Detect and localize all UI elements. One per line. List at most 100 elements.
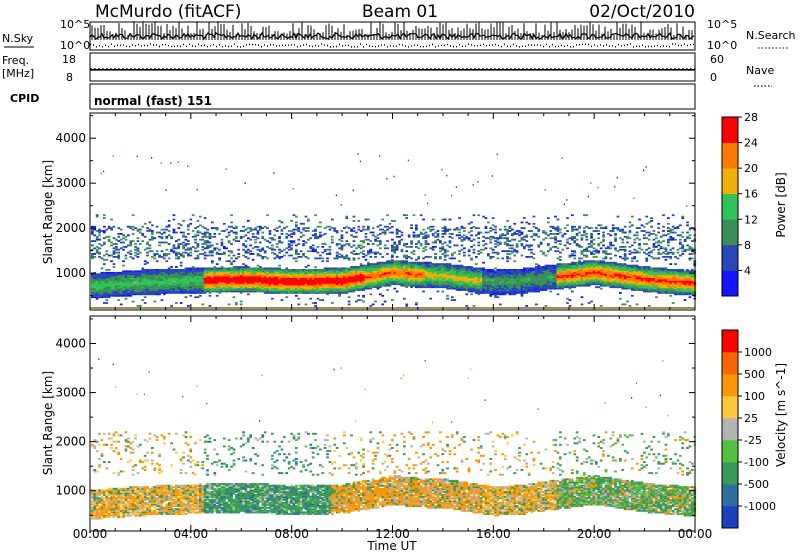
power-cell	[441, 276, 445, 278]
power-cell	[431, 269, 435, 271]
power-cell	[251, 270, 255, 273]
power-cell	[518, 231, 521, 234]
power-cell	[247, 227, 250, 229]
power-cell	[369, 267, 373, 270]
power-cell	[290, 247, 293, 250]
power-cell	[175, 231, 178, 234]
power-cell	[273, 292, 277, 294]
power-cell	[487, 281, 490, 284]
power-cell	[374, 273, 377, 276]
power-cell	[489, 257, 493, 260]
power-cell	[213, 287, 217, 290]
power-cell	[364, 228, 368, 231]
power-cell	[513, 231, 517, 234]
power-cell	[319, 225, 322, 228]
power-cell	[211, 235, 214, 238]
power-cell	[484, 243, 488, 245]
power-cell	[429, 225, 433, 228]
power-cell	[259, 287, 262, 290]
power-cell	[273, 270, 277, 273]
power-speckle	[225, 168, 227, 170]
power-cell	[429, 276, 433, 278]
power-cell	[259, 277, 262, 280]
power-cell	[424, 266, 428, 268]
power-cell	[143, 274, 147, 277]
power-cell	[501, 280, 505, 283]
power-cell	[443, 274, 447, 277]
power-cell	[278, 290, 281, 293]
power-cell	[321, 281, 325, 284]
power-cell	[280, 250, 284, 253]
power-cell	[139, 305, 142, 307]
power-cell	[424, 231, 428, 234]
power-cell	[551, 277, 555, 280]
power-cell	[352, 258, 356, 261]
power-cell	[100, 286, 104, 289]
power-cell	[499, 287, 502, 290]
power-cell	[237, 286, 241, 289]
power-cell	[326, 290, 329, 293]
power-cell	[374, 269, 377, 271]
power-cell	[208, 269, 212, 271]
power-cell	[129, 293, 133, 296]
power-cell	[295, 270, 298, 273]
power-cell	[427, 273, 430, 276]
power-cell	[535, 274, 538, 277]
power-cell	[256, 276, 260, 278]
power-cell	[335, 243, 339, 245]
power-cell	[215, 290, 219, 293]
power-cell	[199, 281, 202, 284]
power-cell	[513, 279, 517, 281]
power-cell	[513, 238, 517, 241]
power-cell	[487, 287, 490, 290]
power-cell	[107, 269, 111, 271]
power-cell	[191, 289, 195, 291]
power-cell	[167, 225, 171, 228]
power-cell	[374, 284, 377, 287]
power-cell	[321, 260, 325, 263]
power-cell	[292, 284, 296, 287]
power-cell	[463, 276, 466, 278]
power-cell	[280, 290, 284, 293]
power-cell	[369, 256, 373, 258]
power-cell	[100, 276, 104, 278]
power-cell	[350, 281, 353, 284]
power-cell	[167, 289, 171, 291]
power-cell	[115, 292, 118, 294]
power-cell	[189, 286, 193, 289]
power-cell	[247, 237, 250, 240]
power-cell	[391, 270, 394, 273]
power-cell	[484, 270, 488, 273]
power-cell	[424, 283, 428, 286]
power-cell	[441, 283, 445, 286]
power-cell	[201, 273, 205, 276]
power-cell	[381, 294, 385, 297]
power-cell	[309, 237, 313, 240]
power-cell	[333, 284, 337, 287]
power-cell	[328, 279, 332, 281]
power-cell	[331, 290, 334, 293]
power-cell	[134, 254, 137, 257]
power-cell	[218, 257, 221, 260]
power-cell	[429, 230, 433, 232]
power-cell	[98, 286, 101, 289]
power-cell	[307, 250, 310, 253]
power-cell	[196, 289, 200, 291]
power-cell	[307, 269, 310, 271]
power-cell	[482, 289, 485, 291]
power-cell	[556, 247, 560, 250]
power-cell	[263, 250, 267, 253]
power-cell	[268, 283, 272, 286]
power-cell	[235, 286, 238, 289]
power-cell	[563, 284, 567, 287]
power-cell	[153, 273, 157, 276]
power-cell	[547, 269, 550, 271]
power-cell	[551, 281, 555, 284]
power-cell	[115, 276, 118, 278]
power-cell	[530, 279, 533, 281]
power-cell	[153, 257, 157, 260]
power-cell	[431, 271, 435, 274]
power-cell	[249, 279, 253, 281]
power-cell	[367, 238, 370, 241]
power-cell	[254, 235, 257, 238]
